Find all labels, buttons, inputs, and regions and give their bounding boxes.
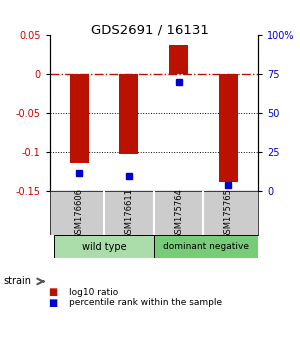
Text: GSM176606: GSM176606	[75, 188, 84, 239]
Text: log10 ratio: log10 ratio	[69, 287, 118, 297]
Bar	[154, 235, 258, 258]
Bar	[55, 235, 154, 258]
Text: percentile rank within the sample: percentile rank within the sample	[69, 298, 222, 307]
Text: wild type: wild type	[82, 242, 126, 252]
Text: GDS2691 / 16131: GDS2691 / 16131	[91, 23, 209, 36]
Text: dominant negative: dominant negative	[163, 242, 249, 251]
Text: ■: ■	[48, 287, 57, 297]
Bar	[119, 74, 138, 154]
Bar	[169, 45, 188, 74]
Bar	[70, 74, 89, 162]
Text: GSM175765: GSM175765	[224, 188, 233, 239]
Text: ■: ■	[48, 298, 57, 308]
Text: strain: strain	[3, 276, 31, 286]
Text: GSM176611: GSM176611	[124, 188, 134, 239]
Bar	[219, 74, 238, 182]
Text: GSM175764: GSM175764	[174, 188, 183, 239]
